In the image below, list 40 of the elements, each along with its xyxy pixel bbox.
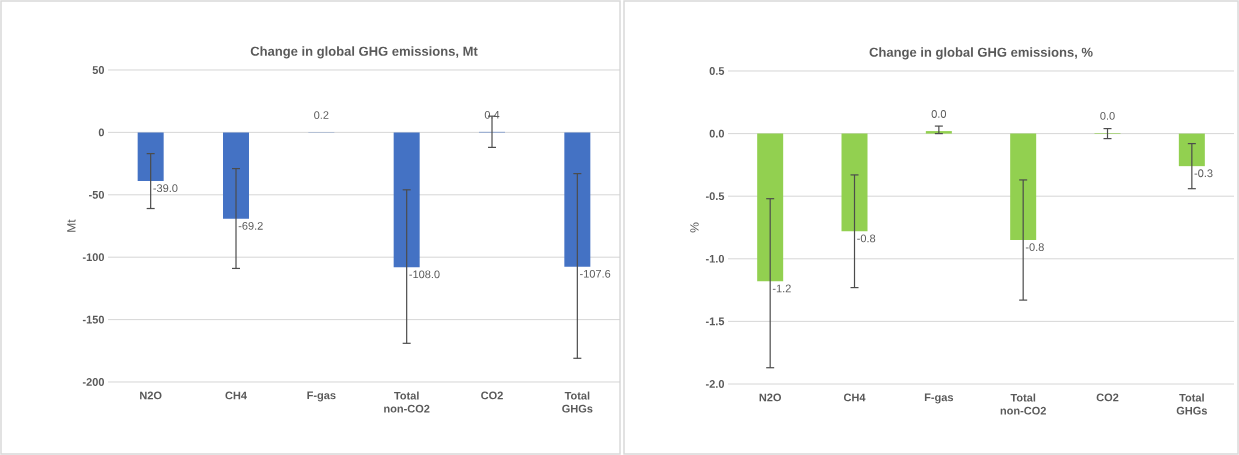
y-tick-label: -2.0 bbox=[705, 380, 725, 388]
x-tick-label: N2O bbox=[140, 391, 162, 400]
y-tick-label: -150 bbox=[82, 315, 105, 324]
data-label: -1.2 bbox=[772, 284, 791, 293]
data-label: 0.0 bbox=[1100, 111, 1115, 120]
data-label: -0.8 bbox=[1025, 243, 1044, 252]
y-axis-title: Mt bbox=[67, 219, 76, 232]
data-label: 0.4 bbox=[484, 110, 500, 119]
x-tick-label: CH4 bbox=[843, 393, 866, 402]
y-tick-label: -1.5 bbox=[705, 317, 725, 326]
data-label: -39.0 bbox=[153, 184, 178, 193]
chart-title: Change in global GHG emissions, % bbox=[869, 47, 1093, 60]
data-label: -108.0 bbox=[409, 270, 440, 279]
data-label: -0.3 bbox=[1194, 169, 1213, 178]
x-tick-label: CH4 bbox=[225, 391, 247, 400]
data-label: 0.0 bbox=[931, 110, 947, 118]
chart-title: Change in global GHG emissions, Mt bbox=[250, 46, 478, 59]
y-tick-label: 0 bbox=[98, 128, 105, 137]
data-label: -69.2 bbox=[238, 221, 263, 230]
x-tick-label: Total non-CO2 bbox=[1000, 393, 1046, 415]
y-tick-label: 50 bbox=[92, 66, 105, 74]
y-tick-label: -100 bbox=[82, 253, 105, 262]
x-tick-label: Total non-CO2 bbox=[384, 391, 430, 413]
data-label: 0.2 bbox=[314, 111, 329, 119]
y-tick-label: -1.0 bbox=[705, 254, 725, 263]
x-tick-label: Total GHGs bbox=[562, 391, 593, 413]
y-tick-label: -200 bbox=[82, 378, 105, 386]
y-tick-label: -50 bbox=[88, 190, 105, 199]
y-tick-label: -0.5 bbox=[705, 192, 725, 201]
y-tick-label: 0.5 bbox=[709, 67, 725, 75]
data-label: -107.6 bbox=[580, 269, 611, 278]
x-tick-label: Total GHGs bbox=[1176, 393, 1207, 415]
x-tick-label: CO2 bbox=[1096, 393, 1119, 402]
x-tick-label: N2O bbox=[759, 393, 782, 402]
x-tick-label: F-gas bbox=[924, 393, 954, 404]
data-label: -0.8 bbox=[857, 234, 876, 243]
x-tick-label: CO2 bbox=[481, 391, 503, 400]
y-axis-title: % bbox=[690, 222, 699, 233]
x-tick-label: F-gas bbox=[307, 391, 336, 402]
y-tick-label: 0.0 bbox=[709, 129, 725, 138]
